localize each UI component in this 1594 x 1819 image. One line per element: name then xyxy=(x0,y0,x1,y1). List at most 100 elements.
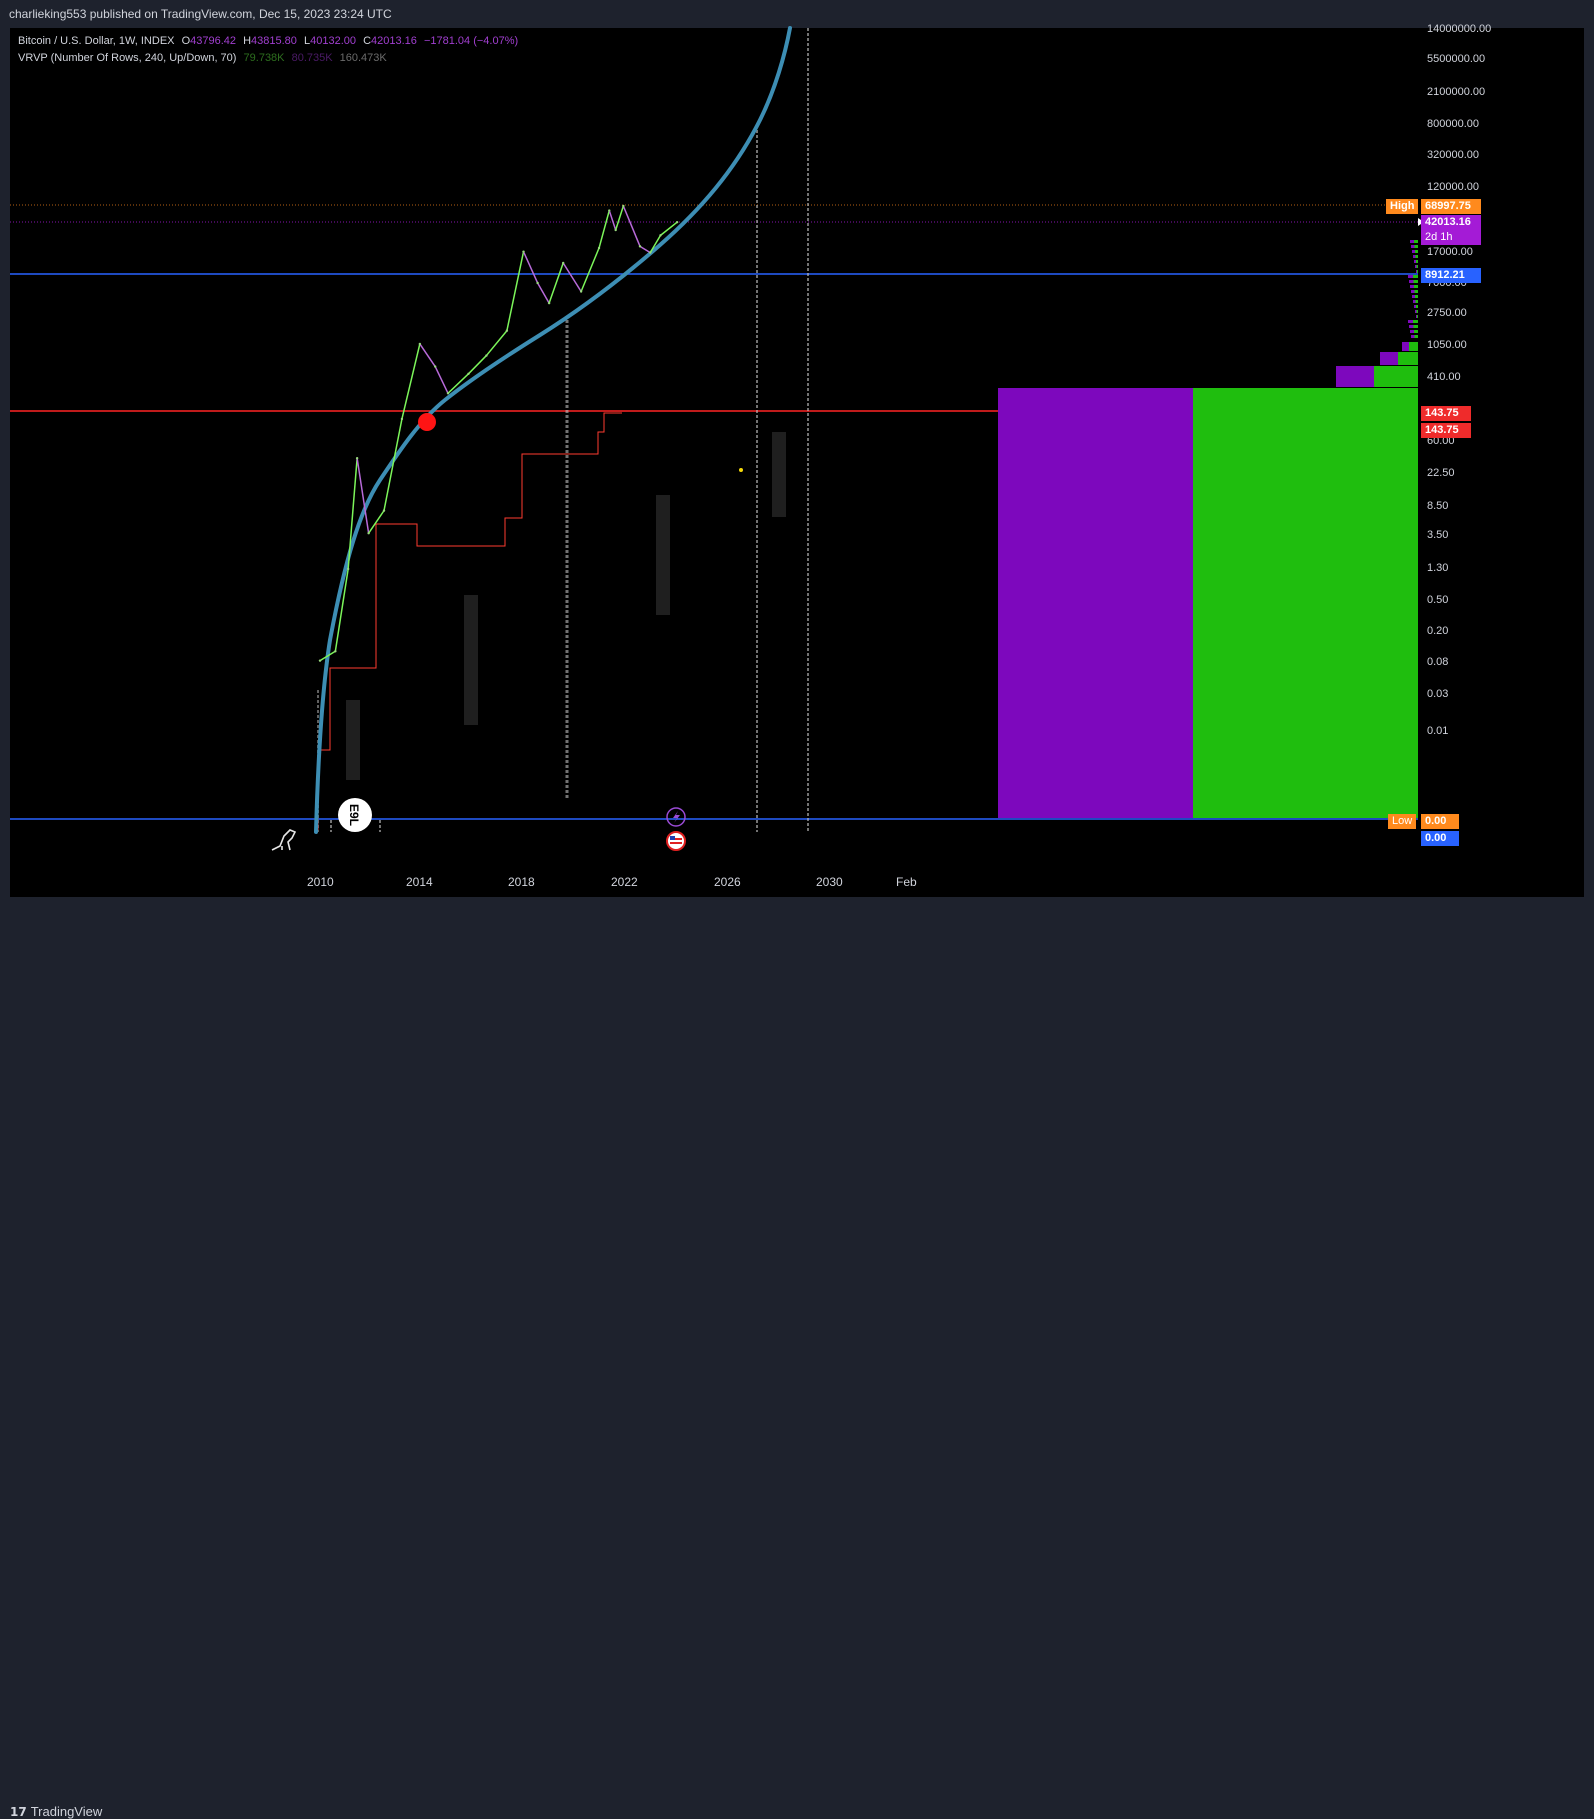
x-tick-label: 2030 xyxy=(816,875,843,889)
vp-down-bar-small xyxy=(1416,270,1417,273)
price-point xyxy=(400,417,404,421)
vp-down-bar-small xyxy=(1416,315,1417,318)
lightning-icon xyxy=(673,811,680,823)
price-segment xyxy=(639,245,651,254)
close-label: C xyxy=(363,35,372,47)
low-label: L xyxy=(303,35,311,47)
price-segment xyxy=(419,343,436,367)
price-point xyxy=(659,234,662,237)
vp-down-bar-small xyxy=(1412,250,1415,253)
vp-up-bar-small xyxy=(1417,315,1418,318)
faint-rotated-label xyxy=(464,595,478,725)
symbol-legend[interactable]: Bitcoin / U.S. Dollar, 1W, INDEX O43796.… xyxy=(18,35,518,47)
faint-rotated-label xyxy=(772,432,786,517)
price-segment xyxy=(660,221,678,236)
last-price-tag: 42013.16 xyxy=(1421,215,1481,230)
vp-up-bar-small xyxy=(1413,280,1418,283)
vp-down-bar-small xyxy=(1410,330,1414,333)
y-tick-label: 8.50 xyxy=(1427,500,1449,512)
zero-price-tag: 0.00 xyxy=(1421,831,1459,846)
faint-rotated-label xyxy=(346,700,360,780)
y-tick-label: 2100000.00 xyxy=(1427,86,1486,98)
price-point xyxy=(608,209,611,212)
y-tick-label: 120000.00 xyxy=(1427,181,1479,193)
price-point xyxy=(418,342,422,346)
vp-up-bar-small xyxy=(1416,265,1418,268)
vp-down-bar-small xyxy=(1413,300,1416,303)
tradingview-logo[interactable]: 17 TradingView xyxy=(10,1804,102,1819)
countdown-tag: 2d 1h xyxy=(1421,230,1481,245)
high-value: 43815.80 xyxy=(251,35,297,47)
vp-up-bar xyxy=(1409,342,1418,351)
vp-down-bar-small xyxy=(1411,245,1415,248)
y-tick-label: 3.50 xyxy=(1427,529,1449,541)
vp-down-bar-small xyxy=(1413,255,1416,258)
low-price-tag: 0.00 xyxy=(1421,814,1459,829)
price-segment xyxy=(536,282,550,304)
vrvp-name[interactable]: VRVP (Number Of Rows, 240, Up/Down, 70) xyxy=(18,52,237,64)
price-point xyxy=(522,250,525,253)
e9l-badge-text: E9L xyxy=(347,804,361,826)
vp-down-bar-small xyxy=(1408,320,1413,323)
y-tick-label: 800000.00 xyxy=(1427,118,1479,130)
red-line-tag: 143.75 xyxy=(1421,406,1471,421)
vp-up-bar-small xyxy=(1414,335,1418,338)
price-segment xyxy=(334,568,349,652)
lightning-icon xyxy=(666,807,686,827)
close-value: 42013.16 xyxy=(371,35,417,47)
vrvp-up-value: 79.738K xyxy=(243,52,285,64)
price-segment xyxy=(319,650,336,662)
y-tick-label: 22.50 xyxy=(1427,467,1455,479)
price-segment xyxy=(614,205,625,231)
vp-up-bar-small xyxy=(1414,290,1418,293)
vp-up-bar-small xyxy=(1416,305,1418,308)
high-price-tag: 68997.75 xyxy=(1421,199,1481,214)
vp-down-bar-small xyxy=(1415,265,1417,268)
price-segment xyxy=(434,366,449,394)
price-segment xyxy=(598,210,611,249)
price-point xyxy=(614,228,617,232)
vp-up-bar-small xyxy=(1413,275,1418,278)
price-point xyxy=(355,456,359,460)
open-label: O xyxy=(181,35,191,47)
vrvp-legend[interactable]: VRVP (Number Of Rows, 240, Up/Down, 70) … xyxy=(18,52,387,64)
faint-rotated-label xyxy=(656,495,670,615)
vp-up-bar-small xyxy=(1414,330,1418,333)
price-point xyxy=(562,261,565,265)
price-segment xyxy=(522,251,539,284)
x-tick-label: 2018 xyxy=(508,875,535,889)
vp-up-bar-small xyxy=(1413,320,1418,323)
price-segment xyxy=(608,210,617,231)
vp-down-bar-small xyxy=(1408,275,1413,278)
vrvp-total-value: 160.473K xyxy=(339,52,387,64)
price-segment xyxy=(347,458,358,570)
vp-down-bar-small xyxy=(1410,240,1414,243)
vp-up-bar xyxy=(1398,352,1418,365)
price-segment xyxy=(383,418,403,511)
symbol-name[interactable]: Bitcoin / U.S. Dollar, 1W, INDEX xyxy=(18,35,175,47)
vp-up-bar-small xyxy=(1414,240,1418,243)
price-segment xyxy=(580,247,600,292)
price-segment xyxy=(447,373,469,394)
vp-down-bar-small xyxy=(1414,305,1416,308)
vp-down-bar xyxy=(1380,352,1398,365)
price-point xyxy=(346,567,350,571)
high-tag-label: High xyxy=(1386,199,1419,214)
vp-down-bar-small xyxy=(1414,260,1416,263)
vp-up-bar-small xyxy=(1416,260,1418,263)
price-segment xyxy=(506,251,525,331)
price-point xyxy=(367,532,370,535)
curve-red-dot xyxy=(418,413,436,431)
us-flag-icon xyxy=(670,836,675,840)
e9l-badge xyxy=(338,798,372,832)
y-tick-label: 410.00 xyxy=(1427,371,1461,383)
y-tick-label: 17000.00 xyxy=(1427,246,1473,258)
vp-down-bar-small xyxy=(1415,310,1417,313)
y-tick-label: 320000.00 xyxy=(1427,149,1479,161)
price-point xyxy=(649,251,652,254)
price-point xyxy=(434,365,437,368)
x-tick-label: 2014 xyxy=(406,875,433,889)
price-segment xyxy=(649,234,662,253)
top-bar: charlieking553 published on TradingView.… xyxy=(0,0,1594,28)
y-tick-label: 5500000.00 xyxy=(1427,53,1486,65)
